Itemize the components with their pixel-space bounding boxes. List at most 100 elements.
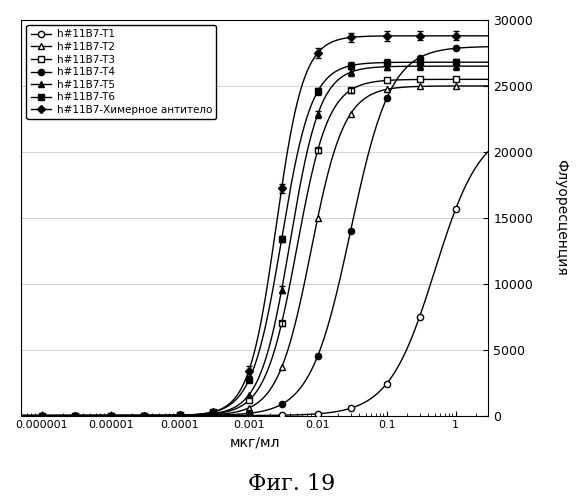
h#11B7-T4	[176, 412, 183, 418]
h#11B7-T1	[278, 412, 285, 418]
h#11B7-T6	[141, 412, 147, 418]
h#11B7-T2	[38, 412, 45, 418]
h#11B7-T6	[209, 409, 216, 415]
h#11B7-T5	[176, 412, 183, 418]
h#11B7-T6	[245, 377, 252, 383]
h#11B7-T3	[416, 76, 423, 82]
h#11B7-T6	[416, 59, 423, 65]
h#11B7-T2	[245, 405, 252, 411]
h#11B7-T5	[452, 63, 459, 69]
h#11B7-T3	[38, 412, 45, 418]
h#11B7-T2	[452, 83, 459, 89]
h#11B7-T1	[107, 412, 114, 418]
h#11B7-T6	[107, 412, 114, 418]
h#11B7-T5	[314, 112, 321, 117]
Line: h#11B7-T4: h#11B7-T4	[39, 45, 459, 418]
h#11B7-Химерное антитело	[107, 412, 114, 418]
Line: h#11B7-T6: h#11B7-T6	[39, 59, 459, 418]
h#11B7-T5	[416, 63, 423, 69]
h#11B7-T5	[38, 412, 45, 418]
h#11B7-T6	[383, 60, 390, 66]
h#11B7-Химерное антитело	[71, 412, 78, 418]
h#11B7-T2	[107, 412, 114, 418]
h#11B7-T4	[141, 412, 147, 418]
h#11B7-T3	[107, 412, 114, 418]
h#11B7-T2	[71, 412, 78, 418]
h#11B7-T1	[452, 206, 459, 212]
h#11B7-T5	[107, 412, 114, 418]
h#11B7-T2	[209, 412, 216, 418]
h#11B7-Химерное антитело	[245, 368, 252, 374]
h#11B7-Химерное антитело	[347, 34, 354, 40]
Line: h#11B7-T5: h#11B7-T5	[39, 63, 459, 418]
h#11B7-Химерное антитело	[38, 412, 45, 418]
h#11B7-T3	[383, 78, 390, 84]
h#11B7-T3	[452, 76, 459, 82]
h#11B7-T6	[452, 59, 459, 65]
h#11B7-T1	[71, 412, 78, 418]
h#11B7-Химерное антитело	[314, 50, 321, 56]
Line: h#11B7-T2: h#11B7-T2	[39, 83, 459, 418]
h#11B7-T4	[107, 412, 114, 418]
h#11B7-T2	[176, 412, 183, 418]
h#11B7-T4	[347, 228, 354, 234]
h#11B7-T5	[278, 287, 285, 293]
h#11B7-Химерное антитело	[176, 412, 183, 418]
h#11B7-T6	[314, 88, 321, 94]
Y-axis label: Флуоресценция: Флуоресценция	[554, 160, 568, 276]
h#11B7-T1	[383, 380, 390, 386]
h#11B7-T5	[383, 64, 390, 70]
h#11B7-T4	[245, 410, 252, 416]
h#11B7-T3	[245, 398, 252, 404]
h#11B7-Химерное антитело	[452, 33, 459, 39]
h#11B7-T4	[452, 46, 459, 52]
h#11B7-T4	[314, 353, 321, 359]
h#11B7-T1	[416, 314, 423, 320]
h#11B7-T5	[209, 410, 216, 416]
Line: h#11B7-T3: h#11B7-T3	[39, 76, 459, 418]
h#11B7-T1	[347, 406, 354, 411]
h#11B7-Химерное антитело	[141, 412, 147, 418]
h#11B7-T5	[245, 392, 252, 398]
h#11B7-Химерное антитело	[209, 409, 216, 415]
h#11B7-T4	[71, 412, 78, 418]
h#11B7-Химерное антитело	[383, 33, 390, 39]
h#11B7-T6	[71, 412, 78, 418]
h#11B7-T3	[141, 412, 147, 418]
h#11B7-Химерное антитело	[416, 33, 423, 39]
h#11B7-T3	[209, 411, 216, 417]
h#11B7-T3	[71, 412, 78, 418]
h#11B7-T5	[71, 412, 78, 418]
h#11B7-T2	[278, 364, 285, 370]
h#11B7-T4	[278, 402, 285, 407]
h#11B7-T2	[383, 86, 390, 92]
h#11B7-T6	[347, 62, 354, 68]
h#11B7-T5	[347, 70, 354, 75]
h#11B7-T4	[383, 96, 390, 102]
h#11B7-T1	[209, 412, 216, 418]
h#11B7-T1	[38, 412, 45, 418]
h#11B7-T2	[416, 84, 423, 89]
h#11B7-Химерное антитело	[278, 185, 285, 191]
h#11B7-T4	[416, 54, 423, 60]
Legend: h#11B7-T1, h#11B7-T2, h#11B7-T3, h#11B7-T4, h#11B7-T5, h#11B7-T6, h#11B7-Химерно: h#11B7-T1, h#11B7-T2, h#11B7-T3, h#11B7-…	[26, 25, 216, 119]
h#11B7-T3	[176, 412, 183, 418]
h#11B7-T1	[176, 412, 183, 418]
Line: h#11B7-T1: h#11B7-T1	[39, 206, 459, 418]
h#11B7-T3	[278, 320, 285, 326]
h#11B7-T4	[38, 412, 45, 418]
h#11B7-T2	[347, 111, 354, 117]
h#11B7-T6	[176, 412, 183, 418]
h#11B7-T2	[141, 412, 147, 418]
Text: Фиг. 19: Фиг. 19	[248, 473, 335, 495]
h#11B7-T1	[314, 411, 321, 417]
h#11B7-T3	[347, 87, 354, 93]
h#11B7-T3	[314, 148, 321, 154]
h#11B7-T2	[314, 215, 321, 221]
h#11B7-T6	[38, 412, 45, 418]
X-axis label: мкг/мл: мкг/мл	[230, 436, 280, 450]
h#11B7-T5	[141, 412, 147, 418]
h#11B7-T1	[141, 412, 147, 418]
Line: h#11B7-Химерное антитело: h#11B7-Химерное антитело	[39, 32, 459, 418]
h#11B7-T6	[278, 236, 285, 242]
